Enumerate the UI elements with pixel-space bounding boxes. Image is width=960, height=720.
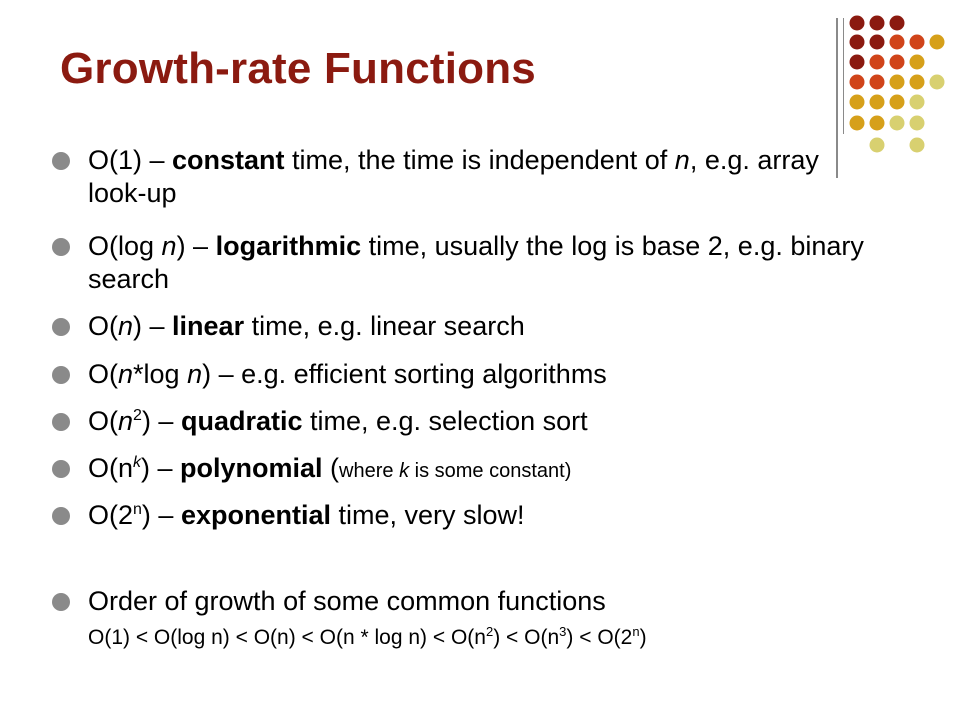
bullet-icon: [52, 593, 70, 611]
decorative-dot: [889, 15, 905, 31]
variable: n: [161, 231, 177, 261]
text-segment: ) – e.g. efficient sorting algorithms: [202, 359, 607, 389]
decorative-dot: [869, 54, 885, 70]
text-segment: O(1) –: [88, 145, 173, 175]
decorative-dot: [889, 94, 905, 110]
bullet-item: O(nk) – polynomial (where k is some cons…: [52, 452, 872, 488]
bullet-icon: [52, 238, 70, 256]
keyword: exponential: [180, 500, 331, 530]
text-segment: (: [322, 453, 340, 483]
decorative-dot: [909, 137, 925, 153]
text-segment: where: [339, 460, 400, 482]
text-segment: O(n: [88, 453, 134, 483]
bullet-item: O(1) – constant time, the time is indepe…: [52, 144, 872, 210]
decorative-dot: [889, 74, 905, 90]
keyword: linear: [172, 311, 245, 341]
bullet-icon: [52, 413, 70, 431]
decorative-dot: [889, 115, 905, 131]
exponent: k: [133, 454, 142, 471]
keyword: logarithmic: [215, 231, 362, 261]
decorative-dot: [909, 34, 925, 50]
bullet-item: O(log n) – logarithmic time, usually the…: [52, 230, 872, 296]
variable: n: [118, 406, 134, 436]
text-segment: time, the time is independent of: [284, 145, 675, 175]
text-segment: O(: [88, 359, 118, 389]
decorative-dot: [849, 15, 865, 31]
text-segment: ) –: [141, 406, 181, 436]
bullet-item: O(n2) – quadratic time, e.g. selection s…: [52, 405, 872, 438]
keyword: constant: [172, 145, 285, 175]
bullet-icon: [52, 366, 70, 384]
bullet-item: O(n*log n) – e.g. efficient sorting algo…: [52, 358, 872, 391]
keyword: polynomial: [180, 453, 323, 483]
text-segment: O(log: [88, 231, 162, 261]
text-segment: time, e.g. selection sort: [302, 406, 588, 436]
decorative-vertical-line-thin: [843, 18, 844, 134]
decorative-dot: [909, 115, 925, 131]
bullet-icon: [52, 460, 70, 478]
decorative-dot: [849, 54, 865, 70]
variable: n: [118, 311, 134, 341]
decorative-dot: [869, 137, 885, 153]
text-segment: ) –: [141, 500, 181, 530]
decorative-dot: [909, 54, 925, 70]
text-segment: O(2: [88, 500, 134, 530]
bullet-icon: [52, 507, 70, 525]
variable: n: [674, 145, 690, 175]
text-segment: O(: [88, 311, 118, 341]
exponent: n: [133, 501, 142, 518]
decorative-dot: [889, 34, 905, 50]
bullet-item: O(2n) – exponential time, very slow!: [52, 499, 872, 532]
keyword: quadratic: [180, 406, 303, 436]
bullet-icon: [52, 318, 70, 336]
text-segment: , e.g. array look-up: [88, 145, 819, 208]
decorative-dot: [869, 94, 885, 110]
text-segment: ): [564, 460, 572, 482]
text-segment: is some constant: [409, 460, 565, 482]
slide-title: Growth-rate Functions: [60, 44, 536, 93]
bullet-item: O(n) – linear time, e.g. linear search: [52, 310, 872, 343]
variable: k: [399, 460, 410, 482]
text-segment: time, usually the log is base 2, e.g. bi…: [88, 231, 864, 294]
decorative-dot: [929, 34, 945, 50]
text-segment: ) –: [141, 453, 181, 483]
decorative-vertical-line: [836, 18, 838, 178]
text-segment: time, e.g. linear search: [244, 311, 525, 341]
decorative-dot: [929, 74, 945, 90]
decorative-dot: [909, 94, 925, 110]
text-segment: O(: [88, 406, 118, 436]
text-segment: *log: [133, 359, 188, 389]
text-segment: time, very slow!: [330, 500, 525, 530]
decorative-dot: [869, 34, 885, 50]
order-of-growth-line: O(1) < O(log n) < O(n) < O(n * log n) < …: [88, 624, 647, 649]
decorative-dot: [869, 115, 885, 131]
bullet-item: Order of growth of some common functions: [52, 585, 872, 618]
decorative-dot: [849, 74, 865, 90]
decorative-dot: [849, 34, 865, 50]
text-segment: Order of growth of some common functions: [88, 586, 606, 616]
exponent: 2: [133, 407, 142, 424]
bullet-icon: [52, 152, 70, 170]
variable: n: [187, 359, 203, 389]
decorative-dot: [869, 74, 885, 90]
text-segment: ) –: [133, 311, 173, 341]
decorative-dot: [889, 54, 905, 70]
decorative-dot: [849, 115, 865, 131]
text-segment: ) –: [176, 231, 216, 261]
decorative-dot: [909, 74, 925, 90]
decorative-dot: [869, 15, 885, 31]
decorative-dot: [849, 94, 865, 110]
variable: n: [118, 359, 134, 389]
